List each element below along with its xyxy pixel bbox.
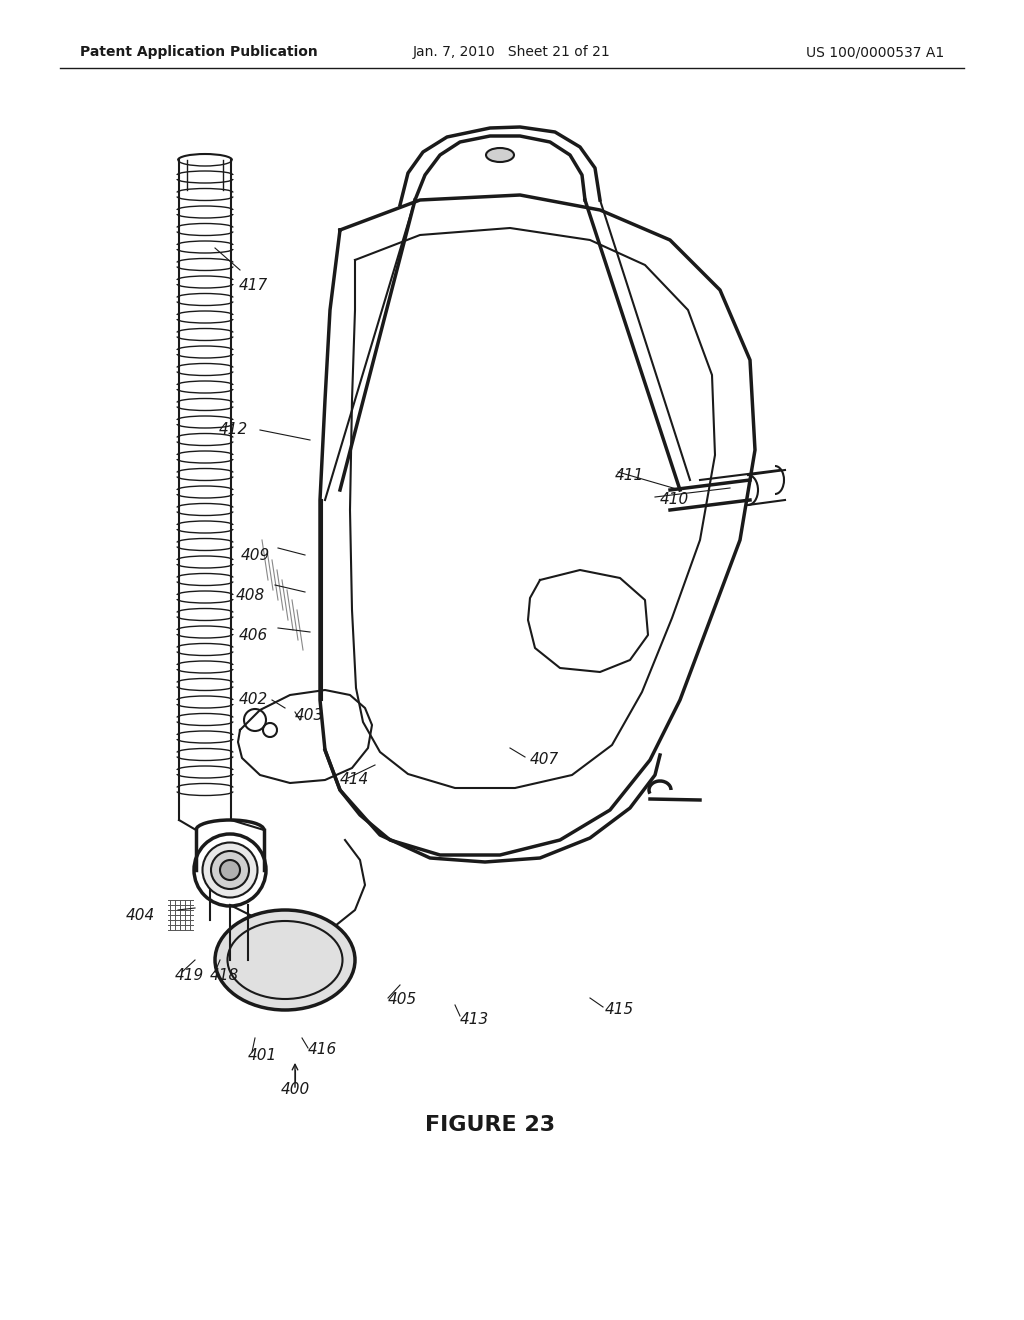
Text: 414: 414 bbox=[340, 772, 370, 788]
Ellipse shape bbox=[211, 851, 249, 888]
Text: Jan. 7, 2010   Sheet 21 of 21: Jan. 7, 2010 Sheet 21 of 21 bbox=[413, 45, 611, 59]
Ellipse shape bbox=[220, 861, 240, 880]
Text: 411: 411 bbox=[615, 467, 644, 483]
Text: 416: 416 bbox=[308, 1043, 337, 1057]
Ellipse shape bbox=[215, 909, 355, 1010]
Text: 409: 409 bbox=[241, 548, 270, 562]
Text: 400: 400 bbox=[281, 1082, 309, 1097]
Text: 412: 412 bbox=[219, 422, 248, 437]
Text: 417: 417 bbox=[239, 277, 268, 293]
Text: 419: 419 bbox=[175, 968, 204, 982]
Text: 406: 406 bbox=[239, 627, 268, 643]
Text: 407: 407 bbox=[530, 752, 559, 767]
Text: 401: 401 bbox=[248, 1048, 278, 1063]
Text: Patent Application Publication: Patent Application Publication bbox=[80, 45, 317, 59]
Ellipse shape bbox=[486, 148, 514, 162]
Text: 410: 410 bbox=[660, 492, 689, 507]
Text: US 100/0000537 A1: US 100/0000537 A1 bbox=[806, 45, 944, 59]
Text: 405: 405 bbox=[388, 993, 417, 1007]
Text: 404: 404 bbox=[126, 908, 155, 923]
Text: 418: 418 bbox=[210, 968, 240, 982]
Ellipse shape bbox=[203, 842, 257, 898]
Text: 408: 408 bbox=[236, 587, 265, 602]
Text: FIGURE 23: FIGURE 23 bbox=[425, 1115, 555, 1135]
Text: 413: 413 bbox=[460, 1012, 489, 1027]
Text: 403: 403 bbox=[295, 708, 325, 722]
Text: 402: 402 bbox=[239, 693, 268, 708]
Text: 415: 415 bbox=[605, 1002, 634, 1018]
